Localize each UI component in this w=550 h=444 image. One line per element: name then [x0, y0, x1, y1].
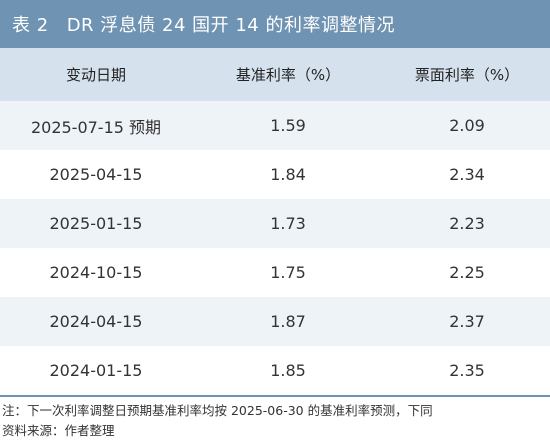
- rate-adjustment-table: 变动日期 基准利率（%） 票面利率（%） 2025-07-15 预期 1.59 …: [0, 48, 550, 395]
- cell-coupon-rate: 2.34: [449, 165, 485, 184]
- data-source: 资料来源：作者整理: [2, 423, 115, 438]
- cell-change-date: 2025-01-15: [49, 214, 143, 233]
- cell-change-date: 2025-07-15 预期: [30, 117, 162, 137]
- table-footnote: 注：下一次利率调整日预期基准利率均按 2025-06-30 的基准利率预测，下同: [2, 403, 433, 418]
- cell-base-rate: 1.87: [270, 312, 306, 331]
- table-number: 表 2: [12, 15, 49, 36]
- table-title-bar: 表 2 DR 浮息债 24 国开 14 的利率调整情况: [0, 0, 550, 48]
- cell-base-rate: 1.84: [270, 165, 306, 184]
- cell-change-date: 2024-04-15: [49, 312, 143, 331]
- cell-change-date: 2024-01-15: [49, 361, 143, 380]
- cell-change-date: 2025-04-15: [49, 165, 143, 184]
- cell-base-rate: 1.85: [270, 361, 306, 380]
- table-row: 2025-04-15 1.84 2.34: [0, 150, 550, 199]
- table-title: DR 浮息债 24 国开 14 的利率调整情况: [66, 15, 395, 36]
- table-row: 2024-04-15 1.87 2.37: [0, 297, 550, 346]
- cell-base-rate: 1.59: [270, 116, 306, 135]
- cell-change-date: 2024-10-15: [49, 263, 143, 282]
- table-row: 2025-07-15 预期 1.59 2.09: [0, 101, 550, 150]
- cell-coupon-rate: 2.09: [449, 116, 485, 135]
- header-change-date: 变动日期: [65, 66, 126, 84]
- table-notes: 注：下一次利率调整日预期基准利率均按 2025-06-30 的基准利率预测，下同…: [2, 401, 433, 441]
- table-bottom-rule: [0, 395, 550, 397]
- header-coupon-rate: 票面利率（%）: [414, 66, 520, 84]
- cell-base-rate: 1.73: [270, 214, 306, 233]
- cell-coupon-rate: 2.25: [449, 263, 485, 282]
- cell-coupon-rate: 2.37: [449, 312, 485, 331]
- header-base-rate: 基准利率（%）: [235, 66, 341, 84]
- cell-coupon-rate: 2.23: [449, 214, 485, 233]
- table-row: 2024-10-15 1.75 2.25: [0, 248, 550, 297]
- table-row: 2024-01-15 1.85 2.35: [0, 346, 550, 395]
- cell-coupon-rate: 2.35: [449, 361, 485, 380]
- table-header-row: 变动日期 基准利率（%） 票面利率（%）: [0, 48, 550, 101]
- cell-base-rate: 1.75: [270, 263, 306, 282]
- table-row: 2025-01-15 1.73 2.23: [0, 199, 550, 248]
